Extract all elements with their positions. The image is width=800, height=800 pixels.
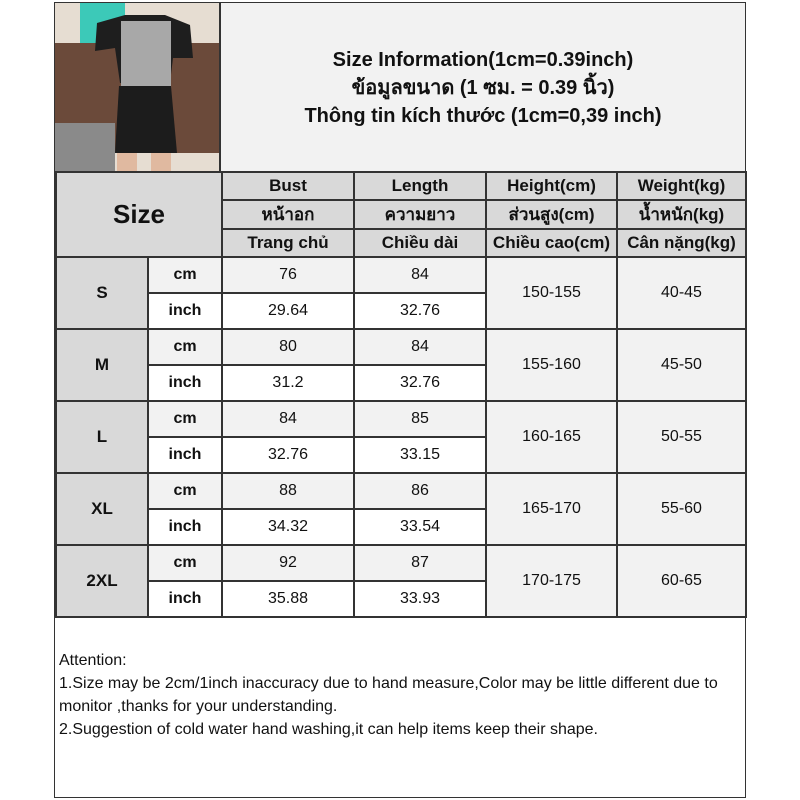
size-information-title: Size Information(1cm=0.39inch) ข้อมูลขนา…: [221, 3, 745, 171]
header-row-vietnamese: Trang chủ Chiều dài Chiều cao(cm) Cân nặ…: [56, 228, 747, 258]
unit-label: inch: [147, 436, 223, 474]
column-header: Trang chủ: [221, 228, 355, 258]
attention-notes: Attention: 1.Size may be 2cm/1inch inacc…: [55, 645, 745, 745]
bust-inch: 35.88: [221, 580, 355, 618]
unit-label: inch: [147, 364, 223, 402]
length-cm: 87: [353, 544, 487, 582]
bust-cm: 92: [221, 544, 355, 582]
column-header: Height(cm): [485, 171, 618, 201]
table-row-cm: 2XL cm 92 87 170-175 60-65: [55, 544, 747, 618]
size-chart: Size Information(1cm=0.39inch) ข้อมูลขนา…: [54, 2, 747, 798]
bust-cm: 84: [221, 400, 355, 438]
size-header: Size: [55, 171, 223, 258]
header-row-english: Size Bust Length Height(cm) Weight(kg): [55, 171, 747, 258]
length-cm: 85: [353, 400, 487, 438]
bust-inch: 34.32: [221, 508, 355, 546]
title-vietnamese: Thông tin kích thước (1cm=0,39 inch): [304, 105, 662, 127]
column-header: หน้าอก: [221, 199, 355, 230]
unit-label: cm: [147, 400, 223, 438]
size-label: L: [55, 400, 149, 474]
table-row-inch: inch 34.32 33.54: [56, 508, 746, 546]
table-row-inch: inch 29.64 32.76: [56, 292, 746, 330]
attention-note: 2.Suggestion of cold water hand washing,…: [59, 721, 598, 738]
unit-label: cm: [147, 328, 223, 366]
unit-label: cm: [147, 256, 223, 294]
table-row-inch: inch 32.76 33.15: [56, 436, 746, 474]
header-row-thai: หน้าอก ความยาว ส่วนสูง(cm) น้ำหนัก(kg): [56, 199, 747, 230]
length-cm: 86: [353, 472, 487, 510]
unit-label: cm: [147, 544, 223, 582]
title-thai: ข้อมูลขนาด (1 ซม. = 0.39 นิ้ว): [351, 77, 615, 99]
table-row-cm: XL cm 88 86 165-170 55-60: [55, 472, 747, 546]
size-table: Size Bust Length Height(cm) Weight(kg) ห…: [55, 171, 747, 618]
bust-inch: 31.2: [221, 364, 355, 402]
weight-range: 55-60: [616, 472, 747, 546]
length-inch: 33.93: [353, 580, 487, 618]
column-header: Bust: [221, 171, 355, 201]
bust-cm: 80: [221, 328, 355, 366]
product-photo: [55, 3, 221, 171]
column-header: Chiều dài: [353, 228, 487, 258]
column-header: ส่วนสูง(cm): [485, 199, 618, 230]
size-label: S: [55, 256, 149, 330]
weight-range: 50-55: [616, 400, 747, 474]
attention-heading: Attention:: [59, 652, 127, 669]
column-header: Length: [353, 171, 487, 201]
column-header: Cân nặng(kg): [616, 228, 747, 258]
length-inch: 33.15: [353, 436, 487, 474]
weight-range: 40-45: [616, 256, 747, 330]
column-header: น้ำหนัก(kg): [616, 199, 747, 230]
unit-label: inch: [147, 580, 223, 618]
length-inch: 33.54: [353, 508, 487, 546]
height-range: 165-170: [485, 472, 618, 546]
unit-label: inch: [147, 508, 223, 546]
size-label: 2XL: [55, 544, 149, 618]
weight-range: 60-65: [616, 544, 747, 618]
title-english: Size Information(1cm=0.39inch): [332, 49, 634, 71]
length-inch: 32.76: [353, 364, 487, 402]
length-inch: 32.76: [353, 292, 487, 330]
height-range: 160-165: [485, 400, 618, 474]
size-label: M: [55, 328, 149, 402]
column-header: Weight(kg): [616, 171, 747, 201]
bust-cm: 88: [221, 472, 355, 510]
length-cm: 84: [353, 328, 487, 366]
table-row-inch: inch 35.88 33.93: [56, 580, 746, 618]
length-cm: 84: [353, 256, 487, 294]
unit-label: inch: [147, 292, 223, 330]
column-header: Chiều cao(cm): [485, 228, 618, 258]
table-row-inch: inch 31.2 32.76: [56, 364, 746, 402]
attention-note: 1.Size may be 2cm/1inch inaccuracy due t…: [59, 675, 718, 715]
column-header: ความยาว: [353, 199, 487, 230]
height-range: 155-160: [485, 328, 618, 402]
bust-inch: 29.64: [221, 292, 355, 330]
height-range: 170-175: [485, 544, 618, 618]
unit-label: cm: [147, 472, 223, 510]
weight-range: 45-50: [616, 328, 747, 402]
bust-inch: 32.76: [221, 436, 355, 474]
bust-cm: 76: [221, 256, 355, 294]
size-label: XL: [55, 472, 149, 546]
height-range: 150-155: [485, 256, 618, 330]
